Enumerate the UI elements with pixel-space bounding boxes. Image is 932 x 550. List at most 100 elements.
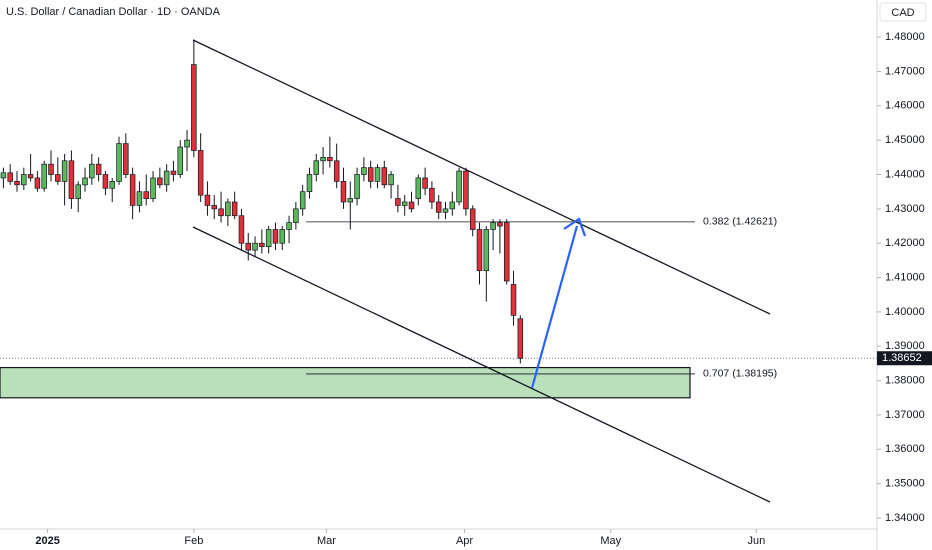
candle-body: [429, 187, 435, 203]
y-tick-label: 1.43000: [885, 203, 925, 215]
fib-label: 0.707 (1.38195): [703, 368, 777, 380]
arrow-shaft: [530, 225, 579, 389]
candle-body: [177, 146, 183, 175]
candle-body: [252, 242, 258, 251]
candle-body: [503, 222, 510, 282]
candle-body: [415, 177, 422, 199]
candle-body: [191, 64, 197, 151]
arrow-head: [563, 217, 587, 237]
candle-body: [320, 156, 326, 162]
candle-body: [388, 174, 394, 186]
y-tick-label: 1.34000: [885, 512, 925, 524]
candle-body: [361, 167, 367, 175]
candle-body: [204, 194, 211, 206]
candle-body: [184, 139, 190, 148]
candle-body: [136, 191, 143, 206]
candle-body: [231, 201, 238, 217]
candle-body: [27, 174, 34, 179]
plot: [0, 39, 877, 399]
chart-title: U.S. Dollar / Canadian Dollar · 1D · OAN…: [6, 6, 221, 18]
candle-body: [435, 201, 442, 213]
candle-body: [143, 191, 149, 199]
y-tick-label: 1.39000: [885, 340, 925, 352]
y-tick-label: 1.36000: [885, 443, 925, 455]
y-tick-label: 1.38000: [885, 375, 925, 387]
x-tick-label: May: [600, 535, 621, 547]
candle-body: [225, 201, 231, 217]
y-tick-label: 1.37000: [885, 409, 925, 421]
candle-body: [259, 242, 265, 248]
candle-body: [395, 198, 401, 206]
candle-body: [21, 174, 27, 186]
candle-body: [422, 177, 428, 189]
candle-body: [75, 184, 81, 199]
candle-body: [82, 177, 88, 186]
x-tick-label: Apr: [456, 535, 473, 547]
last-price-tag: [877, 351, 932, 366]
candle-body: [299, 191, 306, 210]
y-tick-label: 1.44000: [885, 168, 925, 180]
fib-label: 0.382 (1.42621): [703, 216, 777, 228]
y-tick-label: 1.47000: [885, 65, 925, 77]
currency-label: CAD: [891, 7, 914, 19]
candle-body: [517, 318, 524, 359]
demand-zone: [0, 366, 691, 399]
candle-body: [157, 177, 163, 186]
candle-body: [123, 143, 129, 175]
y-tick-label: 1.46000: [885, 100, 925, 112]
candle-body: [374, 167, 381, 182]
last-price-label: 1.38652: [882, 352, 922, 364]
candle-body: [265, 229, 272, 248]
x-tick-label: Mar: [317, 535, 336, 547]
candle-body: [327, 156, 333, 162]
candle-body: [469, 208, 476, 230]
candle-body: [497, 222, 503, 227]
candle-body: [354, 174, 360, 199]
candle-body: [333, 160, 340, 182]
candle-body: [14, 181, 20, 186]
candle-body: [340, 181, 347, 203]
candle-body: [347, 198, 354, 203]
candle-body: [456, 170, 462, 203]
candle-body: [463, 170, 469, 210]
candle-body: [163, 170, 170, 186]
candle-body: [218, 208, 224, 217]
candle-body: [102, 174, 109, 189]
currency-box: [879, 2, 927, 22]
y-tick-label: 1.35000: [885, 478, 925, 490]
candle-body: [41, 163, 47, 189]
candle-body: [34, 177, 41, 189]
candle-body: [150, 177, 156, 199]
candle-body: [129, 174, 136, 206]
candle-body: [109, 181, 115, 189]
candle-body: [367, 167, 374, 182]
candle-body: [490, 222, 496, 230]
x-tick-label: Jun: [747, 535, 765, 547]
candle-body: [48, 163, 54, 175]
channel-upper: [192, 39, 771, 315]
y-tick-label: 1.45000: [885, 134, 925, 146]
candle-body: [55, 174, 61, 182]
candle-body: [116, 143, 122, 182]
y-tick-label: 1.48000: [885, 31, 925, 43]
channel-lower: [192, 226, 771, 503]
x-tick-label: Feb: [184, 535, 203, 547]
candle-body: [279, 229, 286, 244]
candle-body: [7, 172, 13, 182]
candle-body: [293, 208, 299, 223]
candle-body: [245, 242, 252, 251]
candle-body: [476, 229, 483, 272]
candle-body: [89, 163, 95, 179]
candle-body: [442, 208, 449, 213]
candle-body: [313, 160, 320, 175]
candle-body: [0, 172, 7, 179]
y-tick-label: 1.41000: [885, 271, 925, 283]
candle-body: [95, 163, 102, 175]
candle-body: [170, 170, 177, 175]
candle-body: [197, 150, 204, 196]
x-tick-label: 2025: [35, 535, 59, 547]
candle-body: [238, 215, 245, 244]
candle-body: [449, 201, 456, 210]
candle-body: [510, 284, 517, 316]
